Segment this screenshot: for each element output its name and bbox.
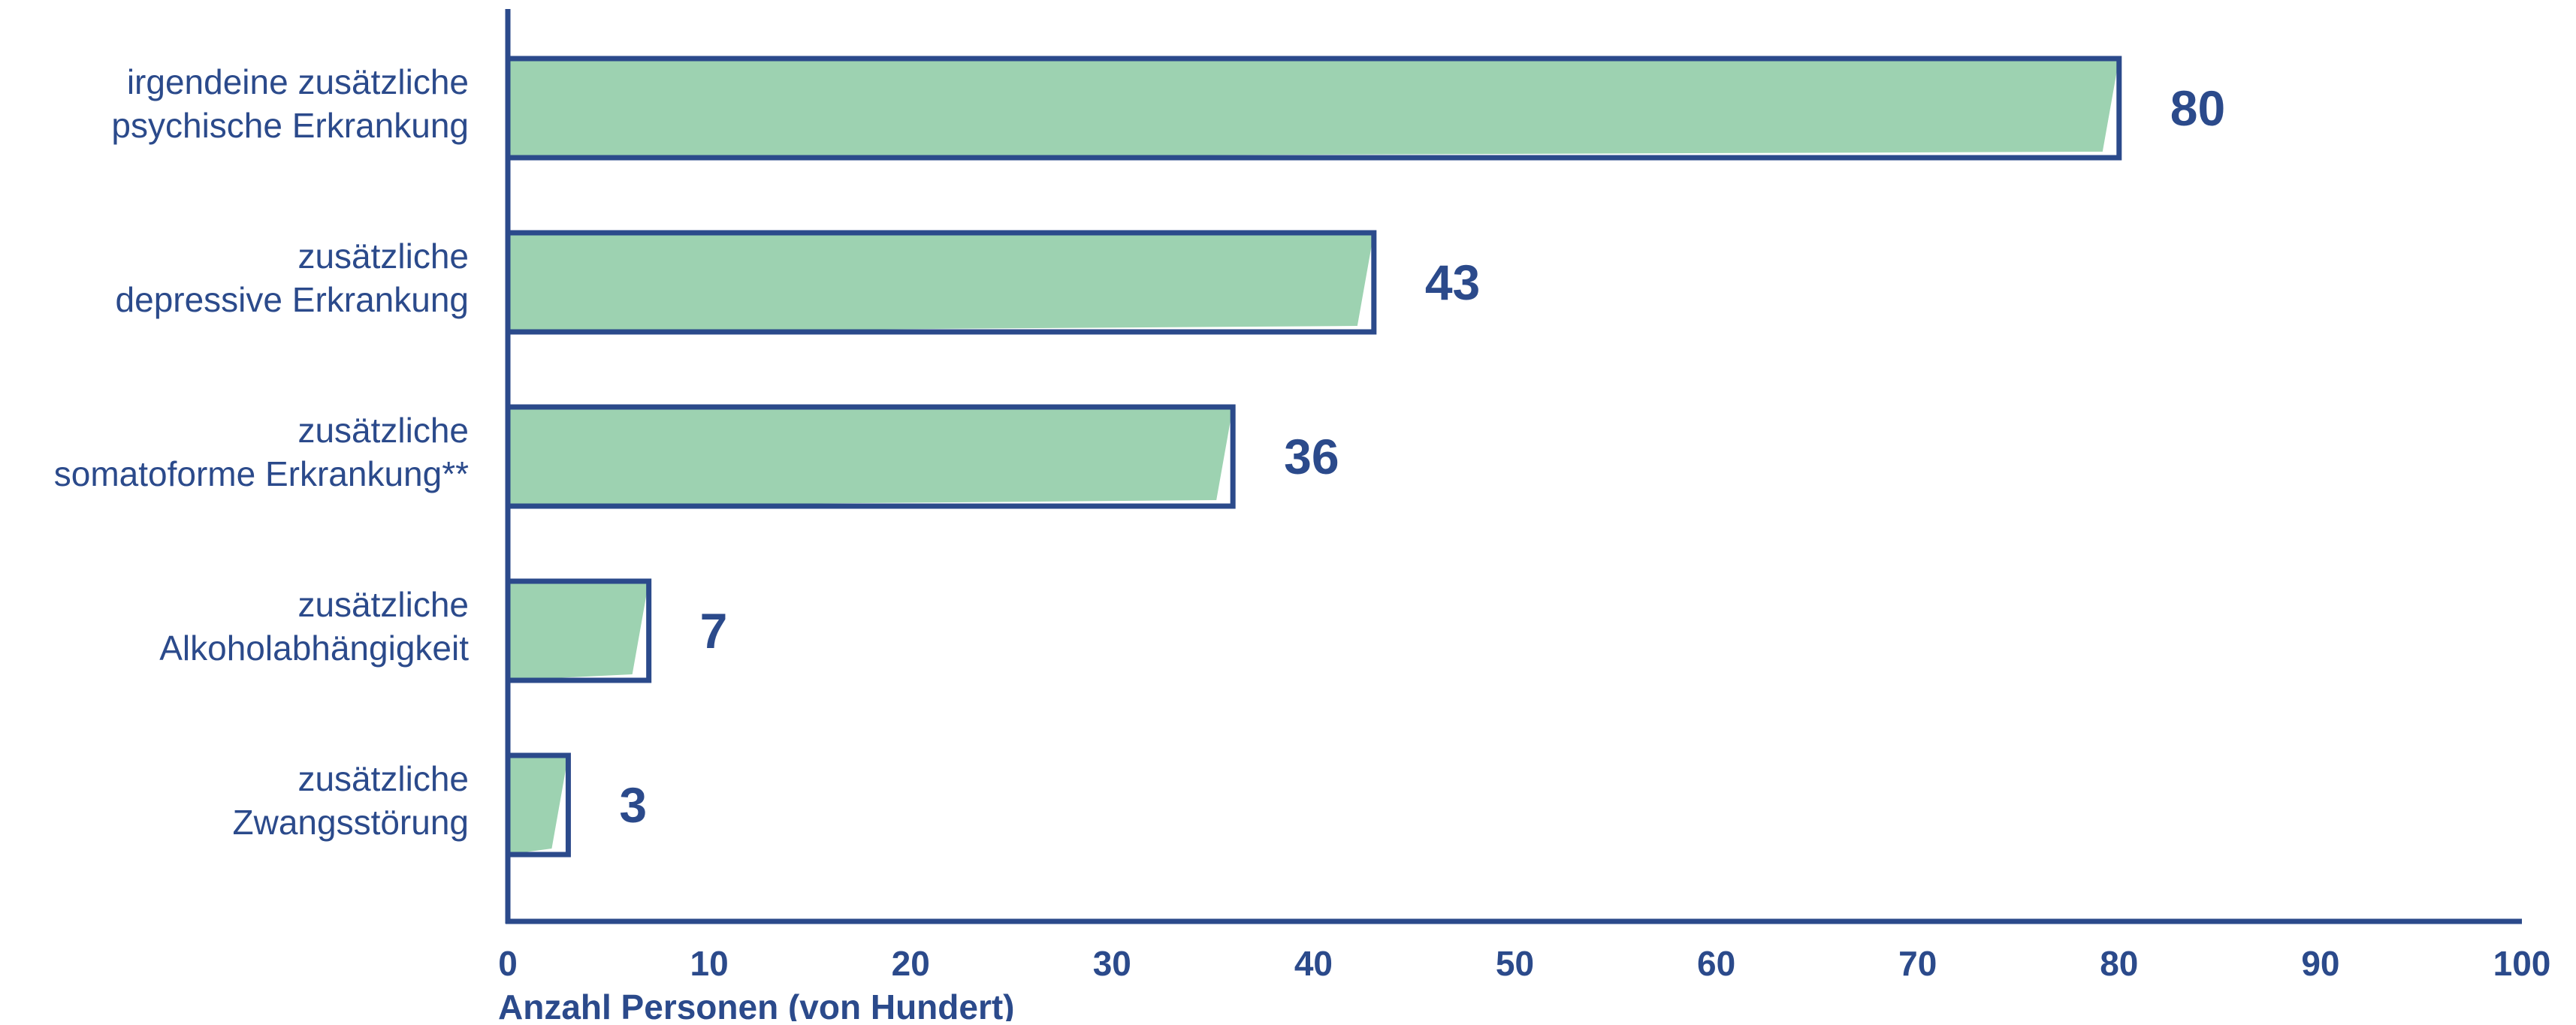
x-tick-label-10: 10: [690, 944, 729, 983]
value-label-0: 80: [2170, 80, 2225, 136]
bar-fill-1: [508, 233, 1374, 332]
category-label-line: psychische Erkrankung: [111, 106, 469, 145]
x-tick-label-60: 60: [1697, 944, 1735, 983]
bar-fill-3: [508, 581, 649, 680]
x-tick-label-80: 80: [2100, 944, 2138, 983]
axes-layer: [505, 9, 2522, 924]
value-label-4: 3: [619, 777, 647, 833]
category-label-line: zusätzliche: [297, 237, 469, 276]
category-labels-layer: irgendeine zusätzliche psychische Erkrank…: [54, 62, 469, 842]
category-label-line: somatoforme Erkrankung**: [54, 454, 469, 493]
bar-fill-4: [508, 755, 569, 855]
category-label-line: depressive Erkrankung: [116, 280, 469, 319]
bar-fill-0: [508, 59, 2119, 158]
x-tick-label-40: 40: [1294, 944, 1333, 983]
category-label-line: irgendeine zusätzliche: [127, 62, 469, 101]
x-axis-title: Anzahl Personen (von Hundert): [498, 987, 1014, 1021]
x-tick-label-100: 100: [2493, 944, 2551, 983]
category-label-0: irgendeine zusätzliche psychische Erkrank…: [111, 62, 469, 145]
category-label-line: Zwangsstörung: [233, 803, 470, 842]
x-tick-label-70: 70: [1898, 944, 1937, 983]
category-label-line: zusätzliche: [297, 585, 469, 624]
category-label-3: zusätzliche Alkoholabhängigkeit: [159, 585, 469, 668]
x-tick-label-90: 90: [2301, 944, 2339, 983]
value-labels-layer: 80 43 36 7 3: [619, 80, 2225, 833]
bars-layer: [505, 56, 2122, 858]
category-label-line: Alkoholabhängigkeit: [159, 629, 469, 668]
category-label-4: zusätzliche Zwangsstörung: [233, 759, 470, 842]
category-label-2: zusätzliche somatoforme Erkrankung**: [54, 411, 469, 493]
x-tick-label-20: 20: [892, 944, 930, 983]
x-tick-label-50: 50: [1496, 944, 1534, 983]
value-label-1: 43: [1425, 255, 1480, 310]
x-tick-label-30: 30: [1093, 944, 1131, 983]
bar-fill-2: [508, 407, 1234, 506]
category-label-1: zusätzliche depressive Erkrankung: [116, 237, 469, 319]
value-label-3: 7: [700, 603, 728, 659]
x-tick-label-0: 0: [498, 944, 518, 983]
category-label-line: zusätzliche: [297, 759, 469, 798]
tick-labels-layer: 0 10 20 30 40 50 60 70 80 90 100: [498, 944, 2550, 983]
value-label-2: 36: [1284, 429, 1339, 484]
category-label-line: zusätzliche: [297, 411, 469, 450]
